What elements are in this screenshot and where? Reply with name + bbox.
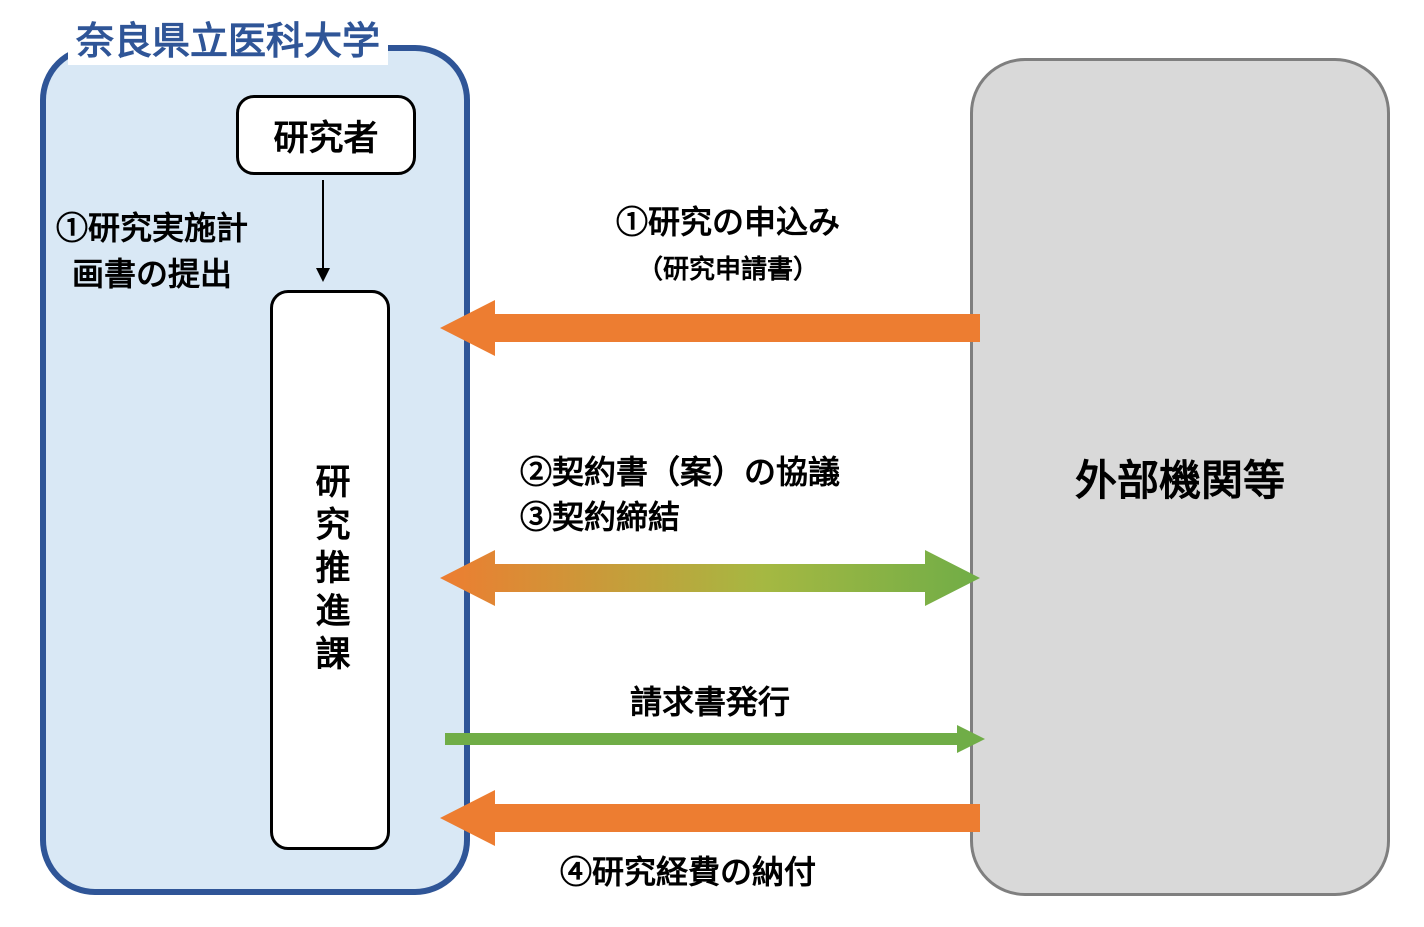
flow-invoice-title: 請求書発行 (630, 684, 790, 720)
flow-step2-3-label: ②契約書（案）の協議 ③契約締結 (520, 450, 840, 540)
arrow-step1 (440, 300, 980, 356)
researcher-label: 研究者 (273, 110, 378, 161)
flow-step1-label: ①研究の申込み （研究申請書） (548, 200, 908, 290)
flow-step4-label: ④研究経費の納付 (560, 850, 816, 895)
diagram-container: 奈良県立医科大学 研究者 ①研究実施計 画書の提出 研究推進課 外部機関等 ①研… (0, 0, 1424, 927)
arrow-step4 (440, 790, 980, 846)
flow-step2-title: ②契約書（案）の協議 (520, 454, 840, 490)
flow-step4-title: ④研究経費の納付 (560, 854, 816, 890)
flow-step1-title: ①研究の申込み (616, 204, 840, 240)
arrow-invoice (445, 725, 985, 753)
internal-arrow (322, 180, 324, 280)
external-org-title: 外部機関等 (1075, 447, 1285, 508)
flow-step1-sub: （研究申請書） (637, 254, 819, 284)
external-org-box: 外部機関等 (970, 58, 1390, 896)
division-label: 研究推進課 (305, 463, 356, 678)
flow-invoice-label: 請求書発行 (630, 680, 790, 725)
internal-step-line2: 画書の提出 (56, 256, 232, 292)
internal-step-label: ①研究実施計 画書の提出 (56, 205, 248, 298)
researcher-node: 研究者 (236, 95, 416, 175)
internal-step-line1: ①研究実施計 (56, 210, 248, 246)
division-node: 研究推進課 (270, 290, 390, 850)
arrow-step2-3 (440, 550, 980, 606)
flow-step3-title: ③契約締結 (520, 499, 680, 535)
university-title: 奈良県立医科大学 (68, 10, 388, 65)
